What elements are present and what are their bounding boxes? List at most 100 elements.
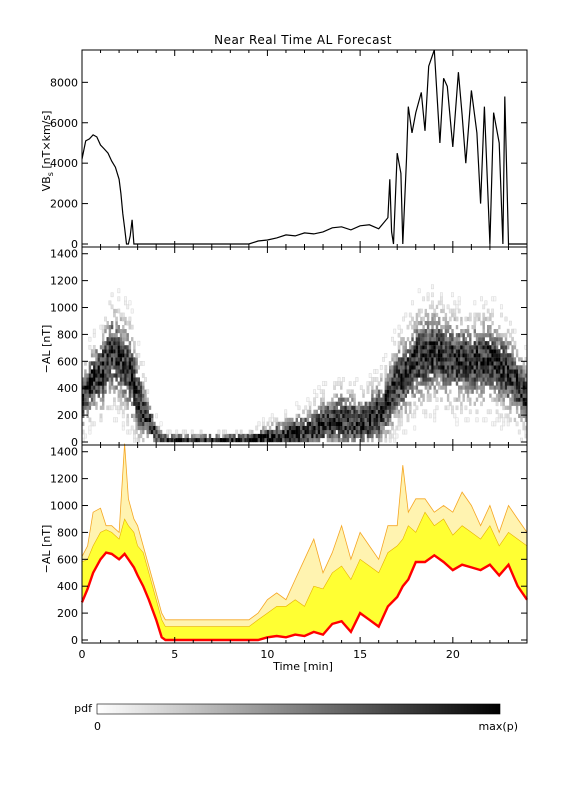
pdf-cell-774: [313, 429, 316, 435]
pdf-cell-94: [95, 349, 98, 354]
pdf-cell-281: [119, 353, 123, 358]
pdf-cell-64: [90, 349, 94, 354]
pdf-cell-2261: [515, 373, 519, 378]
pdf-cell-982: [353, 381, 356, 386]
pdf-cell-667: [275, 417, 279, 423]
pdf-cell-1534: [429, 333, 432, 338]
pdf-cell-53: [90, 401, 94, 406]
pdf-cell-1648: [442, 353, 445, 358]
pdf-cell-232: [115, 369, 118, 374]
pdf-cell-806: [320, 413, 323, 418]
pdf-cell-1756: [455, 377, 459, 382]
pdf-cell-1557: [431, 292, 434, 298]
pdf-cell-660: [273, 429, 276, 435]
pdf-cell-1128: [382, 425, 385, 431]
pdf-cell-490: [144, 401, 147, 406]
pdf-cell-1601: [435, 312, 439, 318]
pdf-cell-2202: [509, 405, 512, 410]
pdf-cell-1881: [469, 333, 472, 338]
pdf-cell-504: [146, 397, 149, 402]
pdf-cell-569: [195, 433, 198, 439]
pdf-cell-1075: [373, 413, 376, 418]
pdf-cell-1936: [475, 312, 479, 318]
pdf-cell-1964: [480, 353, 483, 358]
pdf-cell-430: [135, 369, 138, 374]
pdf-cell-1133: [382, 405, 385, 410]
pdf-cell-93: [95, 353, 98, 358]
pdf-cell-175: [108, 385, 112, 390]
pdf-cell-605: [235, 429, 239, 435]
pdf-cell-427: [135, 385, 138, 390]
pdf-cell-2044: [489, 316, 492, 322]
pdf-cell-1149: [384, 389, 387, 394]
pdf-cell-1965: [480, 349, 483, 354]
pdf-cell-1356: [408, 312, 412, 318]
pdf-cell-1532: [429, 341, 432, 346]
pdf-cell-493: [144, 389, 147, 394]
pdf-cell-1938: [478, 385, 481, 390]
pdf-cell-2197: [507, 345, 510, 350]
pdf-cell-996: [357, 417, 361, 422]
pdf-cell-1712: [449, 333, 452, 338]
pdf-cell-1278: [400, 377, 403, 382]
pdf-cell-271: [119, 393, 123, 398]
pdf-cell-1358: [411, 393, 414, 398]
pdf-cell-1208: [393, 437, 397, 443]
pdf-cell-2219: [511, 397, 514, 402]
pdf-cell-934: [344, 397, 347, 402]
pdf-cell-1288: [402, 401, 405, 406]
pdf-cell-1598: [435, 329, 439, 334]
pdf-cell-2116: [498, 353, 501, 358]
pdf-cell-29: [86, 397, 89, 402]
pdf-cell-1498: [426, 385, 430, 390]
pdf-cell-1778: [458, 365, 461, 370]
pdf-cell-1230: [395, 413, 399, 418]
pdf-cell-878: [335, 433, 338, 439]
pdf-cell-755: [306, 397, 310, 403]
pdf-cell-686: [284, 421, 287, 426]
pdf-cell-314: [124, 405, 127, 411]
pdf-cell-544: [171, 438, 174, 443]
pdf-cell-81: [92, 328, 96, 334]
pdf-cell-2094: [495, 361, 499, 366]
pdf-cell-109: [99, 397, 103, 402]
pdf-cell-1762: [455, 353, 459, 358]
pdf-cell-1547: [431, 341, 434, 346]
pdf-cell-21: [84, 377, 87, 382]
pdf-cell-1029: [364, 405, 367, 410]
pdf-cell-1538: [431, 381, 434, 386]
pdf-cell-339: [126, 413, 129, 418]
pdf-cell-939: [346, 421, 350, 426]
pdf-cell-1745: [453, 341, 456, 346]
pdf-cell-269: [119, 401, 123, 406]
pdf-cell-112: [99, 381, 103, 386]
pdf-cell-2267: [518, 413, 521, 418]
pdf-cell-2007: [484, 333, 488, 338]
pdf-cell-697: [288, 433, 292, 439]
pdf-cell-1430: [418, 329, 421, 334]
pdf-cell-2162: [502, 333, 505, 338]
pdf-cell-126: [102, 389, 105, 394]
pdf-cell-851: [329, 405, 332, 410]
pdf-cell-737: [302, 425, 305, 431]
pdf-cell-1462: [422, 365, 425, 370]
pdf-cell-226: [113, 308, 116, 314]
pdf-cell-1514: [426, 321, 430, 326]
pdf-cell-1677: [444, 316, 448, 322]
pdf-cell-463: [139, 393, 143, 398]
pdf-cell-1468: [422, 341, 425, 346]
pdf-cell-2317: [524, 405, 528, 410]
pdf-cell-1159: [386, 417, 390, 422]
pdf-cell-2327: [524, 365, 528, 370]
pdf-cell-678: [282, 433, 285, 439]
pdf-cell-742: [304, 433, 307, 439]
pdf-cell-2262: [515, 369, 519, 374]
pdf-cell-482: [141, 373, 145, 378]
pdf-cell-1026: [364, 417, 367, 422]
pdf-cell-1657: [442, 304, 445, 310]
pdf-cell-82: [95, 405, 98, 410]
pdf-cell-1774: [458, 385, 461, 390]
pdf-cell-132: [102, 365, 105, 370]
pdf-cell-935: [346, 438, 350, 443]
pdf-cell-1154: [384, 369, 388, 374]
